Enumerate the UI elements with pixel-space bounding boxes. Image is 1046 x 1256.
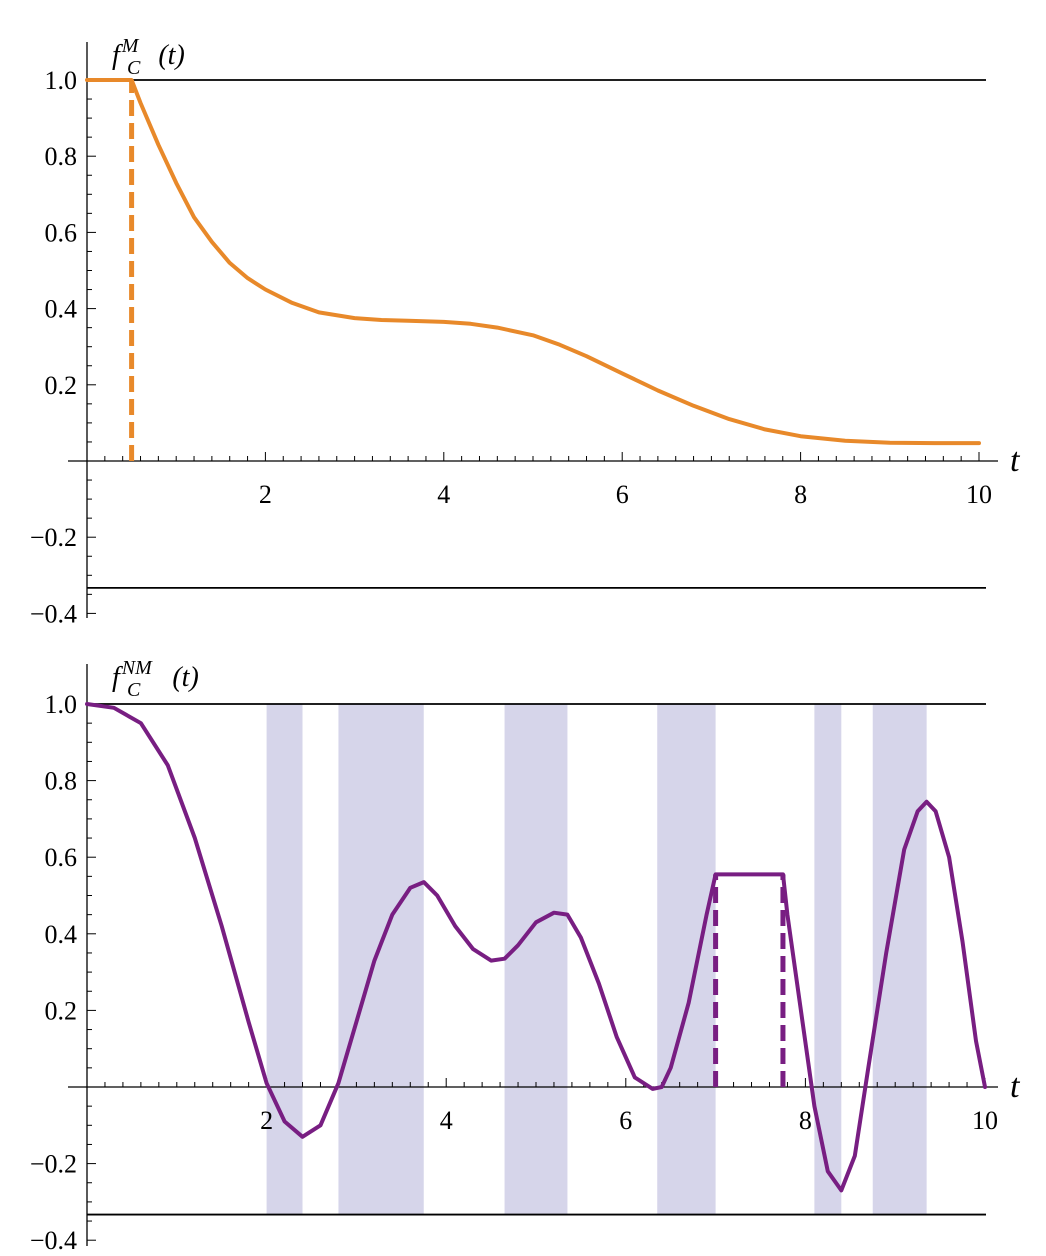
x-axis-label: t	[1010, 1068, 1021, 1105]
y-tick-label: 0.4	[45, 920, 78, 949]
x-tick-label: 10	[966, 480, 992, 509]
shaded-region-3	[657, 704, 716, 1215]
x-tick-label: 2	[259, 480, 272, 509]
series-line-0	[85, 702, 987, 1193]
y-tick-label: −0.4	[30, 599, 77, 628]
y-tick-label: 0.2	[45, 996, 78, 1025]
y-tick-label: 0.8	[45, 142, 78, 171]
shaded-region-5	[872, 704, 927, 1215]
y-tick-label: 0.8	[45, 767, 78, 796]
x-axis-label: t	[1010, 442, 1021, 479]
y-tick-label: −0.2	[30, 1150, 77, 1179]
y-tick-label: 0.6	[45, 843, 78, 872]
chart-markovian: 2 4 6 8 10 1.0 0.8 0.6 0.4 0.2 −0.2 −0.4 t f M C (t)	[30, 35, 1021, 628]
shaded-region-0	[266, 704, 303, 1215]
y-axis-label: f NM C (t)	[112, 657, 199, 701]
y-tick-label: 0.6	[45, 218, 78, 247]
x-tick-label: 2	[260, 1106, 273, 1135]
shaded-region-1	[338, 704, 424, 1215]
x-tick-label: 6	[616, 480, 629, 509]
shaded-region-4	[814, 704, 842, 1215]
x-tick-label: 4	[437, 480, 450, 509]
x-tick-label: 4	[440, 1106, 453, 1135]
y-tick-label: 1.0	[45, 66, 78, 95]
x-tick-label: 8	[794, 480, 807, 509]
y-tick-label: −0.4	[30, 1226, 77, 1255]
shaded-region-2	[504, 704, 568, 1215]
x-tick-label: 6	[619, 1106, 632, 1135]
x-tick-label: 10	[972, 1106, 998, 1135]
y-tick-label: 0.2	[45, 371, 78, 400]
y-tick-label: −0.2	[30, 523, 77, 552]
y-tick-label: 0.4	[45, 295, 78, 324]
x-tick-label: 8	[799, 1106, 812, 1135]
y-axis-label: f M C (t)	[112, 35, 185, 79]
chart-non-markovian: 2 4 6 8 10 1.0 0.8 0.6 0.4 0.2 −0.2 −0.4 t f NM C (t)	[30, 657, 1021, 1255]
series-line-0	[85, 78, 981, 446]
y-tick-label: 1.0	[45, 690, 78, 719]
